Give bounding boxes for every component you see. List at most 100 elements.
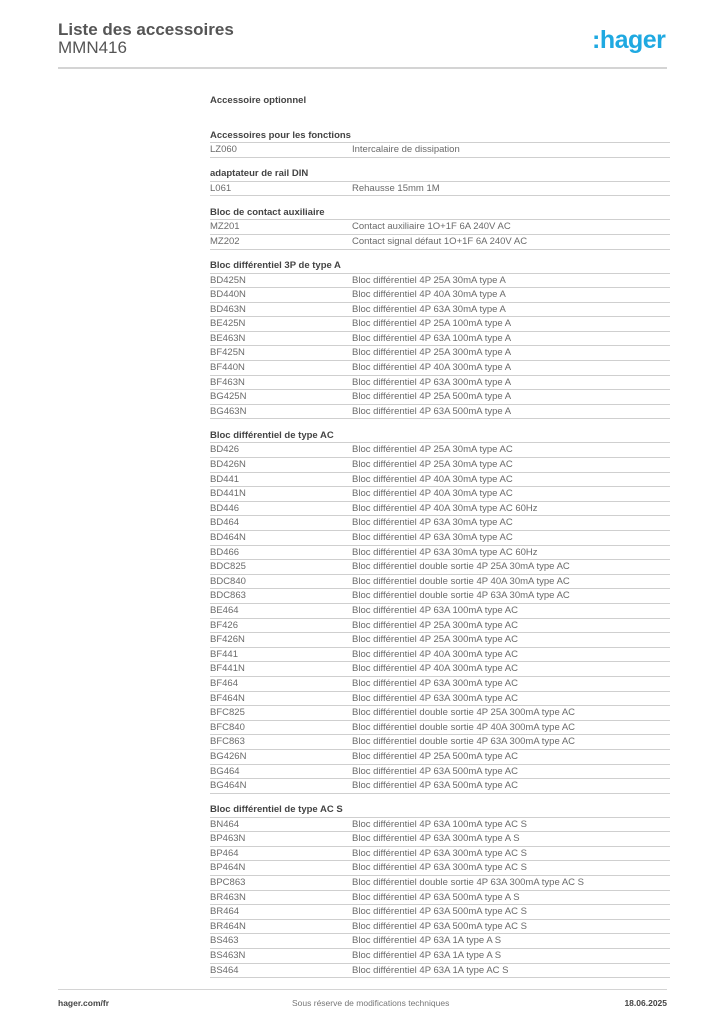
- product-description-cell: Rehausse 15mm 1M: [352, 182, 440, 194]
- table-row: BDC840 Bloc différentiel double sortie 4P…: [210, 575, 670, 590]
- table-row: BD441N Bloc différentiel 4P 40A 30mA type…: [210, 487, 670, 502]
- product-reference-cell: BS464: [210, 964, 239, 976]
- product-reference-cell: BPC863: [210, 877, 246, 889]
- product-description-cell: Bloc différentiel 4P 40A 300mA type A: [352, 362, 512, 374]
- product-reference-cell: BFC825: [210, 707, 245, 719]
- product-description-cell: Bloc différentiel 4P 63A 30mA type A: [352, 303, 506, 315]
- product-description-cell: Bloc différentiel 4P 63A 30mA type AC: [352, 532, 513, 543]
- product-reference-cell: BR464N: [210, 920, 246, 932]
- table-row: L061 Rehausse 15mm 1M: [210, 182, 670, 197]
- table-row: BD464N Bloc différentiel 4P 63A 30mA type…: [210, 531, 670, 546]
- product-description-cell: Bloc différentiel 4P 63A 1A type AC S: [352, 964, 509, 976]
- section-title: Bloc de contact auxiliaire: [210, 206, 670, 221]
- table-row: BF426N Bloc différentiel 4P 25A 300mA typ…: [210, 633, 670, 648]
- table-row: BD426N Bloc différentiel 4P 25A 30mA type…: [210, 458, 670, 473]
- section-title: Bloc différentiel de type AC S: [210, 803, 670, 818]
- product-reference-cell: BD425N: [210, 274, 246, 286]
- product-description-cell: Bloc différentiel double sortie 4P 63A 3…: [352, 877, 585, 889]
- product-reference-cell: BP464N: [210, 862, 246, 874]
- product-description-cell: Bloc différentiel 4P 63A 500mA type AC: [352, 780, 519, 792]
- table-row: BP464 Bloc différentiel 4P 63A 300mA type…: [210, 847, 670, 862]
- table-row: BS463 Bloc différentiel 4P 63A 1A type A …: [210, 934, 670, 950]
- product-reference-cell: BD426: [210, 444, 240, 456]
- table-row: BS463N Bloc différentiel 4P 63A 1A type A…: [210, 949, 670, 964]
- product-reference-cell: BP463N: [210, 833, 246, 845]
- product-description-cell: Bloc différentiel double sortie 4P 63A 3…: [352, 736, 576, 748]
- product-reference-cell: BF464: [210, 677, 238, 689]
- product-description-cell: Bloc différentiel 4P 63A 300mA type AC: [352, 677, 519, 689]
- product-description-cell: Bloc différentiel 4P 25A 500mA type AC: [352, 750, 519, 762]
- product-description-cell: Bloc différentiel 4P 25A 30mA type A: [352, 274, 506, 286]
- product-description-cell: Bloc différentiel 4P 40A 30mA type A: [352, 289, 506, 301]
- product-reference-cell: BF440N: [210, 362, 245, 374]
- product-description-cell: Contact signal défaut 1O+1F 6A 240V AC: [352, 235, 528, 247]
- table-row: BFC825 Bloc différentiel double sortie 4P…: [210, 706, 670, 721]
- product-description-cell: Bloc différentiel 4P 63A 500mA type AC S: [352, 906, 527, 918]
- product-reference-cell: BFC863: [210, 736, 245, 748]
- table-row: BD463N Bloc différentiel 4P 63A 30mA type…: [210, 303, 670, 318]
- product-reference-cell: BG463N: [210, 405, 247, 417]
- table-row: BG425N Bloc différentiel 4P 25A 500mA typ…: [210, 390, 670, 405]
- table-row: BG463N Bloc différentiel 4P 63A 500mA typ…: [210, 405, 670, 420]
- product-reference-cell: BD463N: [210, 303, 246, 315]
- product-description-cell: Bloc différentiel 4P 40A 300mA type AC: [352, 663, 519, 675]
- product-description-cell: Bloc différentiel 4P 63A 30mA type AC: [352, 517, 513, 529]
- product-description-cell: Bloc différentiel 4P 63A 500mA type AC: [352, 765, 519, 777]
- hager-logo: :hager: [592, 26, 666, 54]
- product-description-cell: Bloc différentiel 4P 40A 30mA type AC: [352, 488, 513, 500]
- product-reference-cell: BD441N: [210, 488, 246, 500]
- product-description-cell: Bloc différentiel double sortie 4P 25A 3…: [352, 707, 576, 719]
- product-reference-cell: BDC840: [210, 575, 246, 587]
- table-row: BDC863 Bloc différentiel double sortie 4P…: [210, 589, 670, 604]
- product-reference-cell: BD440N: [210, 289, 246, 301]
- product-reference-cell: BD426N: [210, 459, 246, 471]
- product-reference-cell: BE425N: [210, 318, 246, 330]
- footer-divider: [58, 989, 667, 990]
- main-heading: Accessoire optionnel: [210, 95, 307, 106]
- table-row: BE463N Bloc différentiel 4P 63A 100mA typ…: [210, 332, 670, 347]
- table-row: BF441 Bloc différentiel 4P 40A 300mA type…: [210, 648, 670, 663]
- product-description-cell: Bloc différentiel 4P 25A 100mA type A: [352, 318, 512, 330]
- product-description-cell: Bloc différentiel 4P 63A 300mA type AC S: [352, 847, 527, 859]
- product-description-cell: Bloc différentiel 4P 63A 500mA type A: [352, 405, 512, 417]
- table-row: BF425N Bloc différentiel 4P 25A 300mA typ…: [210, 346, 670, 362]
- product-reference-cell: BF426N: [210, 634, 245, 646]
- product-description-cell: Bloc différentiel 4P 25A 30mA type AC: [352, 444, 513, 456]
- table-row: BN464 Bloc différentiel 4P 63A 100mA type…: [210, 818, 670, 833]
- product-reference-cell: BF464N: [210, 692, 245, 704]
- footer-website[interactable]: hager.com/fr: [58, 998, 110, 1008]
- product-reference-cell: BD464N: [210, 532, 246, 543]
- product-description-cell: Bloc différentiel 4P 40A 300mA type AC: [352, 648, 519, 660]
- accessory-section: Bloc différentiel de type AC BD426 Bloc di…: [210, 429, 670, 794]
- product-description-cell: Bloc différentiel double sortie 4P 63A 3…: [352, 590, 570, 602]
- product-description-cell: Bloc différentiel 4P 40A 30mA type AC 60…: [352, 502, 538, 514]
- accessory-section: Accessoires pour les fonctions LZ060 Inter…: [210, 129, 670, 158]
- table-row: BR464N Bloc différentiel 4P 63A 500mA typ…: [210, 920, 670, 935]
- product-reference-cell: BF441: [210, 648, 238, 660]
- table-row: BR464 Bloc différentiel 4P 63A 500mA type…: [210, 905, 670, 920]
- product-description-cell: Bloc différentiel double sortie 4P 40A 3…: [352, 721, 576, 733]
- table-row: BG464 Bloc différentiel 4P 63A 500mA type…: [210, 765, 670, 780]
- product-reference-cell: BP464: [210, 847, 239, 859]
- accessory-section: Bloc différentiel de type AC S BN464 Bloc …: [210, 803, 670, 979]
- table-row: MZ201 Contact auxiliaire 1O+1F 6A 240V AC: [210, 220, 670, 235]
- product-description-cell: Bloc différentiel 4P 25A 300mA type AC: [352, 619, 519, 631]
- product-reference-cell: BDC825: [210, 561, 246, 573]
- table-row: BE464 Bloc différentiel 4P 63A 100mA type…: [210, 604, 670, 619]
- table-row: BR463N Bloc différentiel 4P 63A 500mA typ…: [210, 891, 670, 906]
- product-description-cell: Bloc différentiel 4P 63A 300mA type AC S: [352, 862, 527, 874]
- product-reference-cell: MZ201: [210, 221, 240, 233]
- table-row: BS464 Bloc différentiel 4P 63A 1A type AC…: [210, 964, 670, 979]
- product-reference-cell: MZ202: [210, 235, 240, 247]
- product-description-cell: Bloc différentiel 4P 25A 500mA type A: [352, 391, 512, 403]
- section-title: Accessoires pour les fonctions: [210, 129, 670, 144]
- product-reference-cell: BS463: [210, 935, 239, 947]
- product-reference-cell: BG426N: [210, 750, 247, 762]
- product-reference-cell: BE463N: [210, 332, 246, 344]
- product-description-cell: Bloc différentiel 4P 63A 100mA type AC S: [352, 818, 527, 830]
- product-description-cell: Bloc différentiel 4P 25A 300mA type AC: [352, 634, 519, 646]
- table-row: BG464N Bloc différentiel 4P 63A 500mA typ…: [210, 779, 670, 794]
- product-reference-cell: BF426: [210, 619, 238, 631]
- table-row: BD466 Bloc différentiel 4P 63A 30mA type …: [210, 546, 670, 561]
- table-row: LZ060 Intercalaire de dissipation: [210, 143, 670, 158]
